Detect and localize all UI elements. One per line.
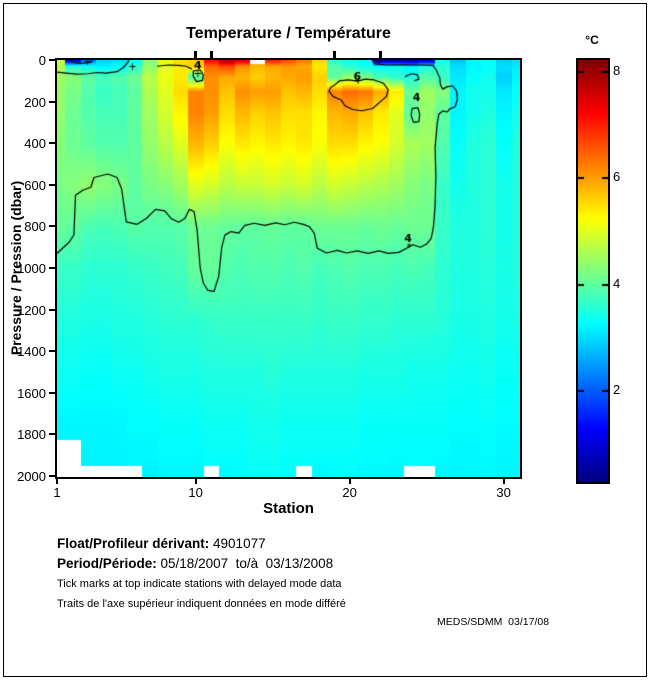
y-tick-label: 2000 (17, 469, 46, 484)
colorbar-tick-label: 8 (613, 62, 621, 78)
y-tick-mark (49, 183, 55, 186)
colorbar-gradient (578, 60, 608, 482)
y-tick-mark (49, 433, 55, 436)
temperature-section-heatmap (57, 60, 520, 477)
x-axis-label: Station (263, 500, 314, 517)
credit-stamp: MEDS/SDMM 03/17/08 (437, 616, 550, 628)
colorbar-unit-label: °C (585, 33, 599, 47)
y-tick-mark (49, 225, 55, 228)
x-tick-label: 20 (342, 485, 357, 500)
y-tick-label: 400 (24, 136, 46, 152)
y-tick-label: 0 (38, 53, 46, 68)
period-value: 05/18/2007 to/à 03/13/2008 (156, 556, 334, 571)
y-tick-mark (49, 308, 55, 311)
y-tick-label: 1800 (17, 427, 46, 443)
colorbar-tick-label: 6 (613, 169, 621, 185)
plot-title: Temperature / Température (186, 25, 391, 42)
y-tick-mark (49, 59, 55, 61)
x-tick-mark (56, 478, 58, 484)
y-tick-mark (49, 142, 55, 145)
note-english: Tick marks at top indicate stations with… (57, 578, 342, 590)
plot-area (55, 58, 522, 479)
x-tick-mark (502, 478, 505, 484)
colorbar-tick-label: 2 (613, 382, 621, 398)
y-tick-mark (49, 475, 55, 477)
y-tick-mark (49, 391, 55, 394)
y-tick-label: 200 (24, 94, 46, 110)
delayed-mode-tick-mark (332, 51, 336, 59)
y-tick-label: 1400 (17, 344, 46, 360)
x-tick-mark (348, 478, 351, 484)
x-tick-label: 30 (496, 485, 511, 500)
period-label: Period/Période: (57, 556, 157, 571)
x-tick-label: 1 (53, 485, 61, 500)
y-tick-mark (49, 100, 55, 103)
y-tick-label: 600 (24, 177, 46, 193)
x-tick-label: 10 (188, 485, 203, 500)
colorbar-tick-label: 4 (613, 275, 621, 291)
delayed-mode-tick-mark (209, 51, 213, 59)
float-id-value: 4901077 (209, 536, 266, 551)
float-id-line: Float/Profileur dérivant: 4901077 (57, 536, 266, 551)
period-line: Period/Période: 05/18/2007 to/à 03/13/20… (57, 556, 333, 571)
x-tick-mark (194, 478, 197, 484)
y-tick-label: 1600 (17, 385, 46, 401)
y-tick-label: 1200 (17, 302, 46, 318)
y-tick-mark (49, 267, 55, 269)
colorbar (576, 58, 610, 484)
float-id-label: Float/Profileur dérivant: (57, 536, 210, 551)
delayed-mode-tick-mark (378, 51, 382, 59)
delayed-mode-tick-mark (194, 51, 198, 59)
y-tick-mark (49, 350, 55, 353)
y-tick-label: 800 (24, 219, 46, 235)
y-axis-label: Pressure / Pression (dbar) (8, 180, 24, 356)
y-tick-label: 1000 (17, 261, 46, 276)
note-french: Traits de l'axe supérieur indiquent donn… (57, 598, 346, 610)
